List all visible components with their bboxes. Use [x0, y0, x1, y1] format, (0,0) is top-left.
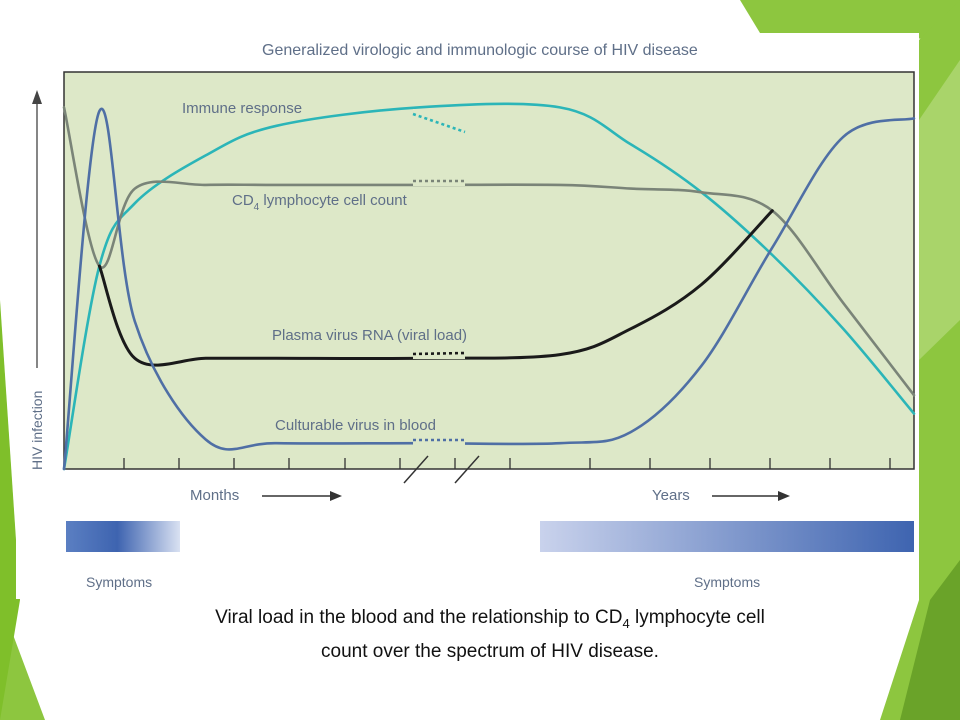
break-gap-dots-2: [412, 351, 466, 356]
y-axis: HIV infection: [28, 90, 46, 472]
axis-break-mark-1: [403, 455, 429, 484]
plot-area: [63, 71, 915, 470]
caption-subscript: 4: [622, 615, 630, 631]
axis-break: [403, 455, 480, 484]
caption-text-3: count over the spectrum of HIV disease.: [321, 640, 659, 662]
series-layer: [62, 102, 916, 471]
period-labels: Months Years: [190, 487, 790, 504]
green-accent-left: [0, 300, 20, 720]
slide-caption: Viral load in the blood and the relation…: [120, 604, 860, 666]
break-gaps: [412, 109, 466, 445]
green-accent-right-light: [919, 60, 960, 360]
caption-text-1: Viral load in the blood and the relation…: [215, 607, 623, 628]
series-label-plasma-rna: Plasma virus RNA (viral load): [272, 327, 467, 344]
series-label-culturable-virus: Culturable virus in blood: [275, 417, 436, 434]
y-axis-label: HIV infection: [29, 391, 45, 470]
series-label-immune-response: Immune response: [182, 100, 302, 117]
y-axis-arrowhead: [32, 90, 42, 104]
green-accent-top-right: [740, 0, 960, 40]
caption-text-2: lymphocyte cell: [629, 607, 765, 628]
symptom-bar-early: [66, 521, 180, 552]
break-gap-mask-0: [413, 109, 465, 137]
axis-break-mark-2: [454, 455, 480, 484]
chart-title: Generalized virologic and immunologic co…: [262, 42, 698, 59]
symptoms-label-early: Symptoms: [86, 574, 152, 590]
years-arrowhead: [778, 491, 790, 501]
series-line-3: [62, 107, 916, 471]
series-labels: Immune response CD4 lymphocyte cell coun…: [182, 100, 467, 434]
y-label-gap: [28, 368, 46, 472]
symptoms-label-late: Symptoms: [694, 574, 760, 590]
years-label: Years: [652, 487, 690, 504]
months-label: Months: [190, 487, 239, 504]
green-accent-right-dark: [900, 560, 960, 720]
months-arrowhead: [330, 491, 342, 501]
symptom-bar-late: [540, 521, 914, 552]
x-ticks: [123, 458, 891, 469]
series-label-cd4-count: CD4 lymphocyte cell count: [232, 192, 408, 213]
